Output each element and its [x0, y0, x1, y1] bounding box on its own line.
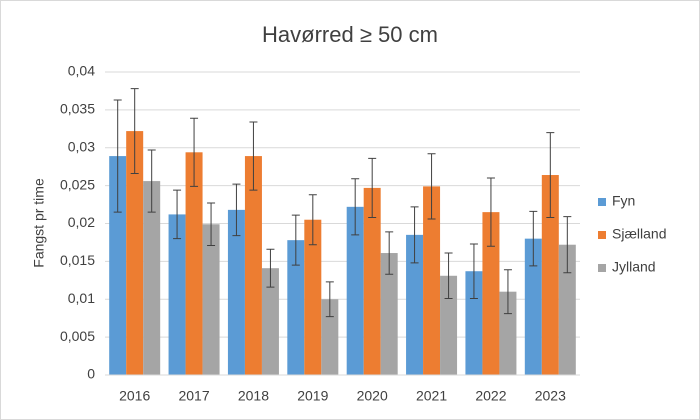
bar — [143, 181, 161, 375]
error-bar — [385, 231, 394, 275]
y-tick-label: 0,035 — [60, 101, 95, 117]
error-bar — [351, 178, 360, 236]
error-bar — [427, 153, 436, 220]
x-tick-label: 2019 — [297, 388, 328, 404]
bar — [304, 219, 322, 375]
x-tick-label: 2020 — [357, 388, 388, 404]
bar — [524, 238, 542, 375]
bar — [126, 131, 144, 375]
error-bar — [486, 177, 495, 247]
bar — [482, 212, 500, 375]
error-bar — [113, 99, 122, 213]
error-bar — [444, 252, 453, 299]
legend-swatch — [598, 198, 606, 206]
legend-label: Sjælland — [612, 226, 666, 242]
bar — [244, 156, 262, 375]
x-tick-label: 2022 — [475, 388, 506, 404]
bar — [499, 291, 517, 375]
error-bar — [529, 210, 538, 267]
legend-label: Jylland — [612, 259, 656, 275]
error-bar — [469, 243, 478, 299]
y-tick-label: 0 — [87, 366, 95, 382]
bar — [541, 175, 559, 375]
legend-swatch — [598, 231, 606, 239]
error-bar — [232, 183, 241, 237]
y-tick-label: 0,005 — [60, 328, 95, 344]
bar — [346, 206, 364, 375]
error-bar — [130, 88, 139, 175]
bar — [363, 187, 381, 375]
x-tick-label: 2021 — [416, 388, 447, 404]
error-bar — [249, 121, 258, 191]
y-tick-label: 0,02 — [68, 214, 95, 230]
bar — [406, 234, 424, 375]
bar — [202, 224, 220, 375]
y-axis-label: Fangst pr time — [31, 178, 47, 268]
y-tick-label: 0,04 — [68, 63, 95, 79]
error-bar — [308, 194, 317, 246]
bar — [109, 156, 127, 375]
bar — [168, 214, 186, 375]
bar — [423, 186, 441, 375]
legend-swatch — [598, 264, 606, 272]
error-bar — [291, 214, 300, 266]
bar — [227, 209, 245, 375]
bar — [261, 268, 279, 375]
error-bar — [173, 189, 182, 240]
bar — [558, 244, 576, 375]
y-tick-label: 0,015 — [60, 252, 95, 268]
bar — [380, 253, 398, 375]
error-bar — [325, 281, 334, 318]
y-tick-label: 0,01 — [68, 290, 95, 306]
bar — [465, 271, 483, 375]
error-bar — [368, 157, 377, 218]
bar — [185, 152, 203, 375]
x-tick-label: 2016 — [119, 388, 150, 404]
error-bar — [546, 132, 555, 218]
x-tick-label: 2023 — [535, 388, 566, 404]
error-bar — [147, 149, 156, 213]
y-tick-label: 0,03 — [68, 138, 95, 154]
error-bar — [266, 248, 275, 288]
error-bar — [410, 206, 419, 264]
bar — [287, 240, 305, 375]
error-bar — [563, 216, 572, 274]
y-tick-label: 0,025 — [60, 176, 95, 192]
legend-label: Fyn — [612, 193, 635, 209]
x-tick-label: 2018 — [238, 388, 269, 404]
bar — [440, 275, 458, 375]
bar — [321, 299, 339, 375]
error-bar — [207, 202, 216, 246]
error-bar — [190, 117, 199, 187]
error-bar — [503, 269, 512, 315]
chart-title: Havørred ≥ 50 cm — [262, 22, 438, 47]
x-tick-label: 2017 — [178, 388, 209, 404]
